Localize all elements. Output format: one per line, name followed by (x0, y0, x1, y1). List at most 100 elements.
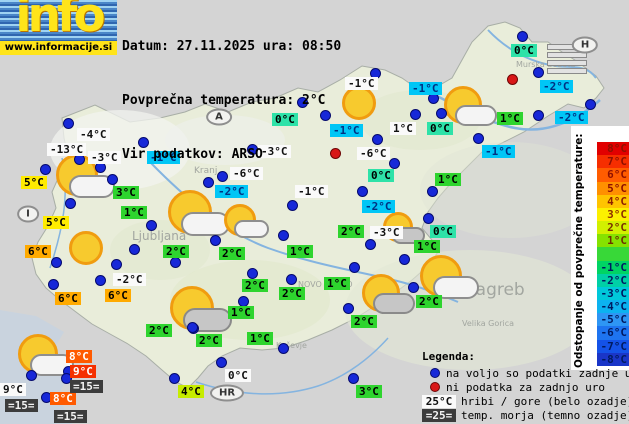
blue-station-dot (247, 144, 258, 155)
city-label: Murska Sobota (516, 60, 576, 69)
scale-cell: -4°C (597, 300, 629, 314)
country-sign-i: I (17, 205, 39, 223)
scale-cell (597, 247, 629, 261)
legend-red-dot-icon (430, 382, 440, 392)
station-temperature-label: 9°C (70, 365, 96, 378)
station-temperature-label: 2°C (146, 324, 172, 337)
cloud-shape (455, 97, 498, 126)
scale-cell: 7°C (597, 155, 629, 169)
blue-station-dot (278, 230, 289, 241)
station-temperature-label: 8°C (66, 350, 92, 363)
station-temperature-label: 4°C (178, 385, 204, 398)
blue-station-dot (389, 158, 400, 169)
station-temperature-label: 2°C (163, 245, 189, 258)
blue-station-dot (203, 177, 214, 188)
legend-item-text: hribi / gore (belo ozadje) (461, 394, 629, 408)
blue-station-dot (138, 137, 149, 148)
blue-station-dot (423, 213, 434, 224)
blue-station-dot (343, 303, 354, 314)
station-temperature-label: 2°C (338, 225, 364, 238)
station-temperature-label: -3°C (258, 145, 291, 158)
station-temperature-label: -2°C (555, 111, 588, 124)
station-temperature-label: 1°C (324, 277, 350, 290)
station-temperature-label: 1°C (497, 112, 523, 125)
scale-cell: 4°C (597, 194, 629, 208)
city-label: Zagreb (464, 280, 525, 300)
cloud-shape (233, 214, 269, 238)
legend-item-text: temp. morja (temno ozadje) (461, 408, 629, 422)
station-temperature-label: =15= (54, 410, 87, 423)
blue-station-dot (399, 254, 410, 265)
station-temperature-label: 0°C (225, 369, 251, 382)
scale-cell: -8°C (597, 352, 629, 366)
blue-station-dot (169, 373, 180, 384)
legend: Legenda: na voljo so podatki zadnje ure n… (422, 350, 629, 422)
station-temperature-label: 8°C (50, 392, 76, 405)
blue-station-dot (170, 257, 181, 268)
scale-cell: 2°C (597, 221, 629, 235)
blue-station-dot (278, 343, 289, 354)
country-sign-hr: HR (209, 384, 245, 402)
blue-station-dot (65, 198, 76, 209)
station-temperature-label: 2°C (279, 287, 305, 300)
blue-station-dot (408, 282, 419, 293)
legend-row: 25°C hribi / gore (belo ozadje) (422, 394, 629, 408)
city-label: Ljubljana (132, 229, 187, 243)
blue-station-dot (297, 97, 308, 108)
scale-cell: 3°C (597, 207, 629, 222)
station-temperature-label: 6°C (25, 245, 51, 258)
legend-item-text: na voljo so podatki zadnje ure (446, 366, 629, 380)
station-temperature-label: 6°C (105, 289, 131, 302)
header-average-temp-line: Povprečna temperatura: 2°C (122, 93, 326, 108)
blue-station-dot (51, 257, 62, 268)
scale-cell: -3°C (597, 286, 629, 301)
city-label: Kočevje (276, 341, 307, 350)
station-temperature-label: 0°C (427, 122, 453, 135)
station-temperature-label: -1°C (482, 145, 515, 158)
station-temperature-label: 2°C (219, 247, 245, 260)
blue-station-dot (216, 357, 227, 368)
logo[interactable]: info www.informacije.si (0, 0, 117, 55)
temperature-deviation-scale: Odstopanje od povprečne temperature: 8°C… (571, 126, 629, 370)
logo-url-link[interactable]: www.informacije.si (0, 41, 117, 55)
station-temperature-label: 1°C (287, 245, 313, 258)
blue-station-dot (187, 322, 198, 333)
scale-cell: -2°C (597, 273, 629, 287)
blue-station-dot (533, 110, 544, 121)
station-temperature-label: 5°C (21, 176, 47, 189)
station-temperature-label: 0°C (368, 169, 394, 182)
blue-station-dot (365, 239, 376, 250)
station-temperature-label: 1°C (414, 240, 440, 253)
station-temperature-label: -2°C (113, 273, 146, 286)
station-temperature-label: 3°C (356, 385, 382, 398)
city-label: Kranj (194, 166, 218, 176)
city-label: Velika Gorica (462, 319, 515, 328)
station-temperature-label: 3°C (113, 186, 139, 199)
scale-cell: -7°C (597, 339, 629, 353)
station-temperature-label: =15= (70, 380, 103, 393)
blue-station-dot (247, 268, 258, 279)
station-temperature-label: -6°C (230, 167, 263, 180)
station-temperature-label: 1°C (390, 122, 416, 135)
blue-station-dot (210, 235, 221, 246)
station-temperature-label: 1°C (121, 206, 147, 219)
station-temperature-label: 1°C (435, 173, 461, 186)
legend-title: Legenda: (422, 350, 475, 363)
station-temperature-label: -3°C (370, 226, 403, 239)
station-temperature-label: 0°C (272, 113, 298, 126)
scale-cell: 6°C (597, 168, 629, 182)
blue-station-dot (95, 275, 106, 286)
station-temperature-label: -6°C (357, 147, 390, 160)
blue-station-dot (146, 220, 157, 231)
scale-cell: 5°C (597, 181, 629, 195)
blue-station-dot (320, 110, 331, 121)
station-temperature-label: 1°C (228, 306, 254, 319)
scale-cell: -6°C (597, 326, 629, 340)
blue-station-dot (26, 370, 37, 381)
scale-cell: -5°C (597, 313, 629, 327)
blue-station-dot (107, 174, 118, 185)
country-sign-a: A (206, 108, 232, 126)
station-temperature-label: 0°C (511, 44, 537, 57)
station-temperature-label: -3°C (88, 151, 121, 164)
